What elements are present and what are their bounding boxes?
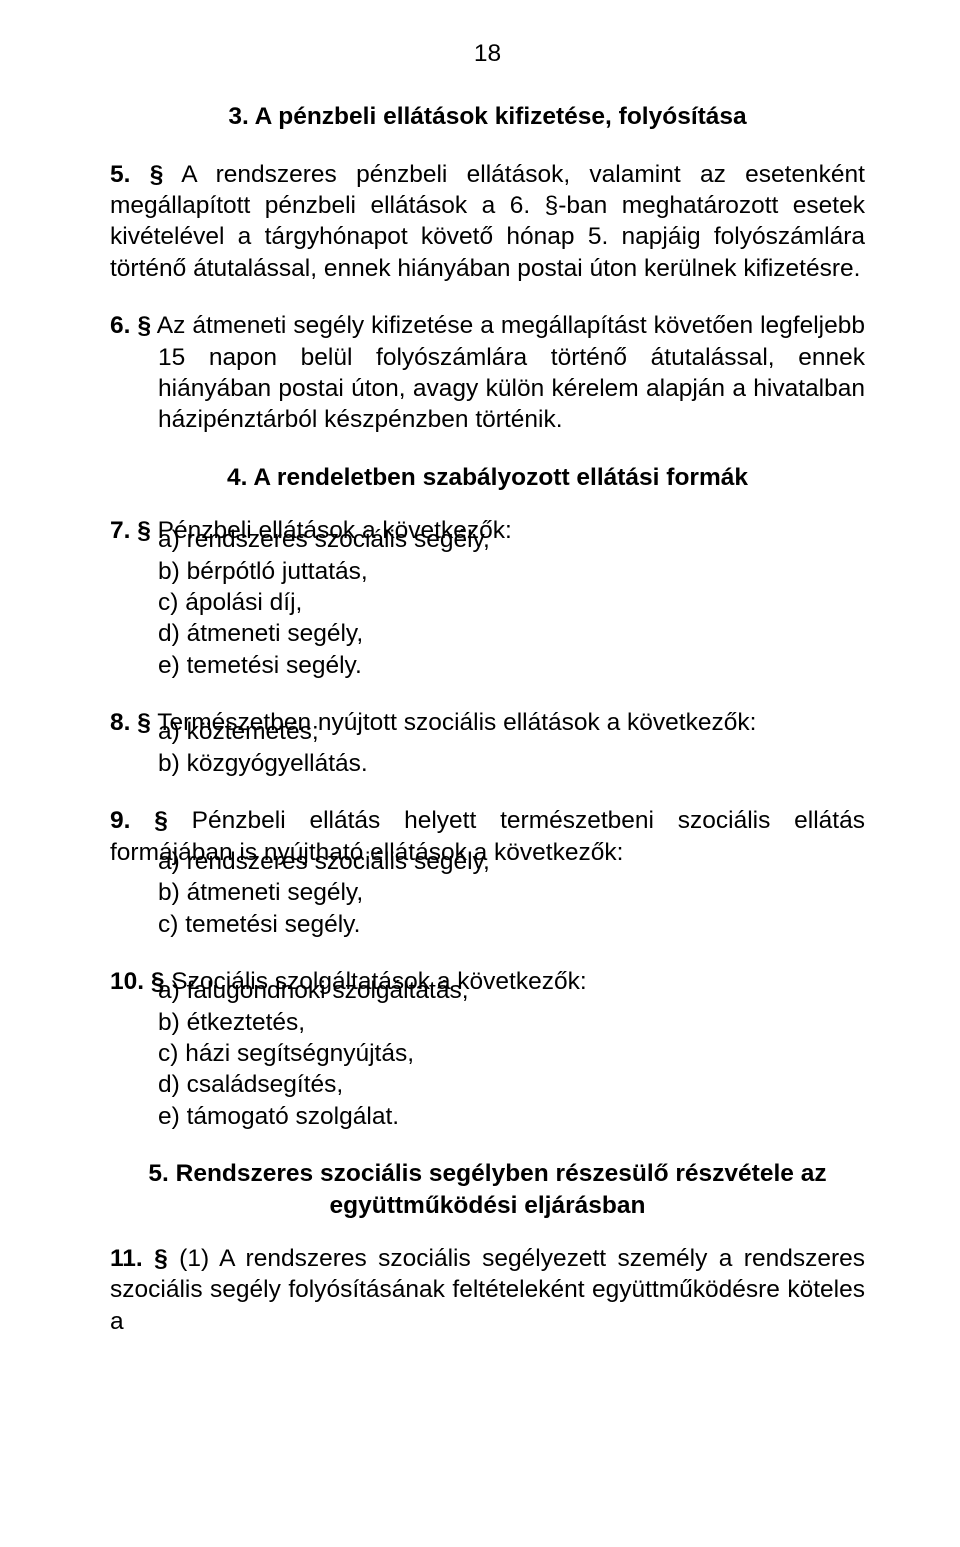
document-page: 18 3. A pénzbeli ellátások kifizetése, f… [0,0,960,1547]
list-10: a) falugondnoki szolgáltatás, b) étkezte… [158,975,865,1132]
section-number: 8. § [110,709,151,736]
list-item: b) átmeneti segély, [158,877,865,908]
list-item: c) házi segítségnyújtás, [158,1038,865,1069]
paragraph-6: 6. § Az átmeneti segély kifizetése a meg… [110,310,865,435]
list-item: d) átmeneti segély, [158,618,865,649]
page-number: 18 [110,38,865,69]
paragraph-11: 11. § (1) A rendszeres szociális segélye… [110,1243,865,1337]
section-heading-3: 3. A pénzbeli ellátások kifizetése, foly… [110,101,865,132]
section-number: 11. § [110,1245,168,1272]
section-number: 7. § [110,517,151,544]
list-item: e) temetési segély. [158,650,865,681]
section-number: 6. § [110,312,151,339]
section-number: 9. § [110,807,168,834]
paragraph-5: 5. § A rendszeres pénzbeli ellátások, va… [110,159,865,284]
list-item: c) temetési segély. [158,909,865,940]
list-item: e) támogató szolgálat. [158,1101,865,1132]
section-number: 5. § [110,161,163,188]
list-item: b) közgyógyellátás. [158,748,865,779]
list-item: b) étkeztetés, [158,1007,865,1038]
list-item: b) bérpótló juttatás, [158,556,865,587]
section-heading-4: 4. A rendeletben szabályozott ellátási f… [110,462,865,493]
list-item: c) ápolási díj, [158,587,865,618]
paragraph-text: Az átmeneti segély kifizetése a megállap… [151,312,865,433]
section-number: 10. § [110,968,165,995]
section-heading-5: 5. Rendszeres szociális segélyben részes… [110,1158,865,1221]
list-7: a) rendszeres szociális segély, b) bérpó… [158,524,865,681]
list-item: d) családsegítés, [158,1069,865,1100]
paragraph-text: A rendszeres pénzbeli ellátások, valamin… [110,161,865,282]
paragraph-text: (1) A rendszeres szociális segélyezett s… [110,1245,865,1335]
